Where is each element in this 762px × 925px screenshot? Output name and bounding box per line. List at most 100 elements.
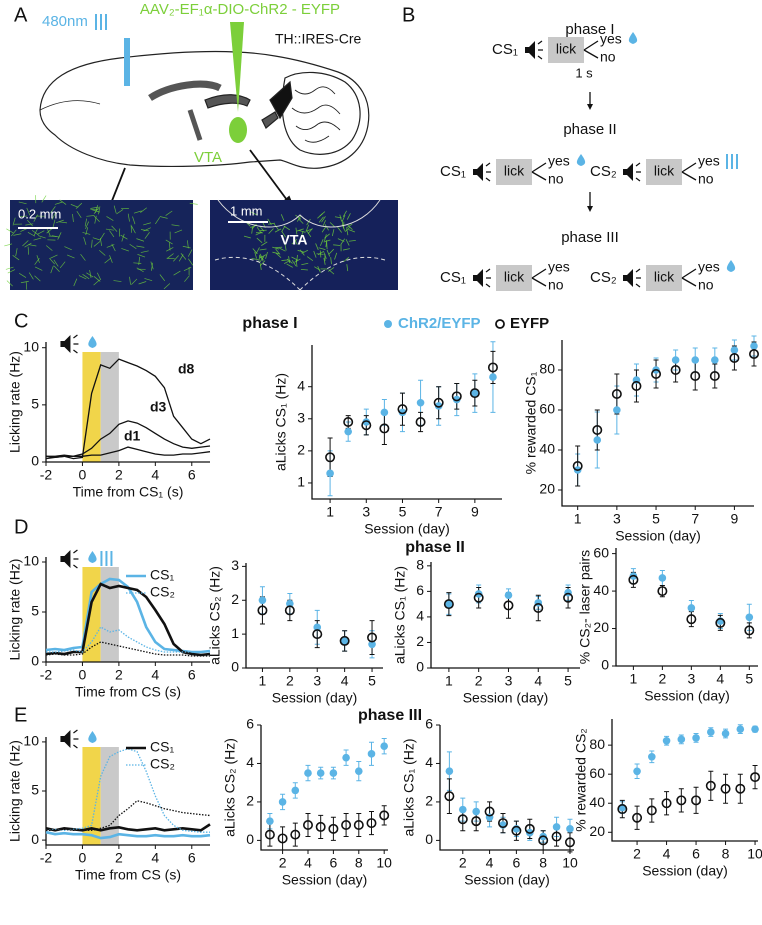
fiber	[256, 226, 262, 234]
error-bar	[649, 798, 655, 823]
y-tick-label: 40	[593, 582, 609, 598]
marker	[445, 767, 454, 775]
line	[45, 577, 211, 654]
marker	[471, 816, 482, 827]
axes	[260, 725, 388, 851]
marker	[277, 833, 288, 844]
marker	[592, 424, 603, 435]
fiber	[33, 214, 38, 222]
x-tick-label: 1	[326, 504, 334, 520]
no-label: no	[548, 171, 564, 187]
speaker-icon	[473, 269, 483, 287]
x-tick-label: -2	[40, 667, 53, 683]
marker	[397, 404, 408, 415]
marker	[657, 586, 668, 597]
marker	[344, 427, 352, 436]
error-bar	[692, 361, 698, 391]
fiber	[105, 228, 114, 231]
y-tick-label: 10	[23, 338, 39, 354]
x-axis-label: Session (day)	[463, 690, 549, 706]
y-tick-label: 4	[246, 754, 254, 770]
fiber	[323, 239, 331, 243]
fiber	[189, 202, 198, 205]
chart: 20 40 60 80 2 4 6 8 10 Session (day) % rewarded CS…	[573, 719, 762, 879]
error-bar	[567, 832, 573, 853]
y-tick-label: 0	[231, 659, 239, 675]
fiber	[136, 267, 144, 273]
fiber	[76, 210, 82, 219]
fiber	[331, 229, 335, 237]
x-tick-label: 0	[79, 850, 87, 866]
chart-title: phase II	[405, 539, 465, 556]
phase-title: phase II	[563, 121, 616, 138]
cerebellum	[281, 71, 361, 155]
marker	[367, 632, 378, 643]
marker	[290, 829, 301, 840]
fiber	[288, 256, 291, 264]
chart: 20 40 60 80 1 3 5 7 9 Session (day) % rewarded CS₁	[523, 335, 759, 544]
marker	[564, 837, 575, 848]
fiber	[318, 247, 326, 250]
fiber	[159, 274, 166, 282]
no-label: no	[698, 171, 714, 187]
marker	[690, 370, 701, 381]
x-tick-label: 3	[613, 511, 621, 527]
marker	[362, 418, 371, 426]
sound-waves	[73, 549, 79, 569]
marker	[366, 818, 377, 829]
fiber	[46, 228, 51, 236]
fiber	[275, 248, 281, 255]
marker	[658, 574, 667, 582]
fiber	[173, 270, 181, 276]
fiber	[129, 243, 137, 249]
y-tick-label: 4	[416, 608, 424, 624]
lick-label: lick	[654, 163, 675, 179]
fiber	[106, 216, 114, 221]
fiber	[52, 219, 56, 228]
marker	[651, 368, 662, 379]
marker	[291, 786, 300, 795]
x-tick-label: 1	[259, 673, 267, 689]
fiber	[34, 257, 40, 265]
marker	[538, 835, 549, 846]
marker	[266, 817, 274, 825]
fiber	[33, 237, 42, 241]
fiber	[296, 228, 304, 232]
x-tick-label: 2	[115, 667, 123, 683]
fiber	[28, 244, 37, 247]
fiber	[78, 275, 87, 280]
fold-shape	[269, 80, 293, 120]
y-axis-label: % rewarded CS₂	[573, 728, 589, 831]
marker	[686, 614, 697, 625]
fiber	[265, 251, 268, 259]
x-tick-label: 7	[435, 504, 443, 520]
water-drop	[88, 551, 97, 563]
marker	[736, 725, 745, 733]
fiber	[93, 215, 100, 223]
marker	[444, 791, 455, 802]
speaker-icon	[623, 269, 633, 287]
fiber	[24, 242, 32, 248]
lick-label: lick	[504, 269, 525, 285]
x-tick-label: 6	[188, 850, 196, 866]
fiber	[50, 265, 54, 274]
fiber	[259, 256, 265, 263]
speaker-icon	[60, 550, 71, 568]
marker	[471, 389, 479, 397]
sound-waves	[485, 268, 491, 288]
marker	[329, 769, 338, 777]
line	[46, 446, 211, 457]
branch-arrows	[681, 162, 697, 181]
fiber	[251, 226, 254, 234]
marker	[325, 452, 336, 463]
fiber	[6, 228, 14, 234]
fiber	[171, 224, 180, 227]
legend-marker	[384, 320, 392, 328]
marker	[730, 346, 739, 354]
x-tick-label: 3	[313, 673, 321, 689]
fiber	[27, 246, 30, 255]
fold-shape	[261, 111, 279, 129]
fiber	[322, 220, 326, 227]
fiber	[259, 255, 264, 262]
